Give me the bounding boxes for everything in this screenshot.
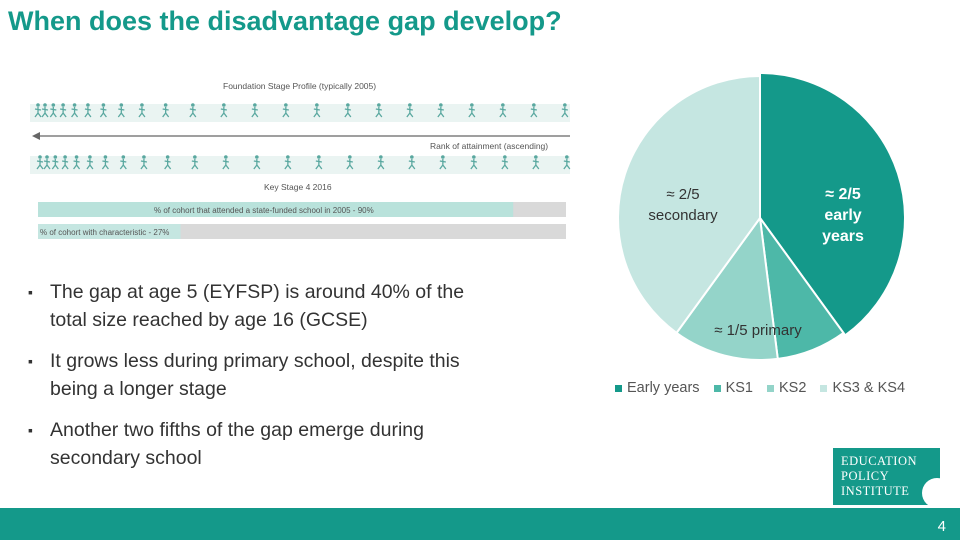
pie-legend: Early years KS1 KS2 KS3 & KS4 <box>615 380 915 396</box>
gap-pie-chart <box>617 71 906 361</box>
bar1-label: % of cohort that attended a state-funded… <box>154 206 374 215</box>
legend-swatch <box>767 384 775 392</box>
attainment-diagram: Foundation Stage Profile (typically 2005… <box>30 81 571 239</box>
person-icon <box>41 103 49 118</box>
footer-bar: 4 <box>0 508 960 540</box>
bullet-text: The gap at age 5 (EYFSP) is around 40% o… <box>50 281 465 331</box>
legend-label: Early years <box>627 380 700 396</box>
person-icon <box>530 103 538 118</box>
person-icon <box>346 155 354 170</box>
person-icon <box>561 103 569 118</box>
ks4-label: Key Stage 4 2016 <box>264 182 332 192</box>
figures-row-top <box>30 104 570 122</box>
person-icon <box>437 103 445 118</box>
pie-label-secondary: ≈ 2/5 secondary <box>648 186 718 224</box>
legend-item-early-years: Early years <box>615 380 700 396</box>
bullet-item: ▪ Another two fifths of the gap emerge du… <box>28 416 488 472</box>
person-icon <box>36 155 44 170</box>
person-icon <box>439 155 447 170</box>
person-icon <box>406 103 414 118</box>
legend-item-ks3-ks4: KS3 & KS4 <box>820 380 905 396</box>
pie-slice-ks2 <box>675 215 779 361</box>
legend-swatch <box>615 384 622 392</box>
person-icon <box>315 155 323 170</box>
bar2-label: % of cohort with characteristic - 27% <box>40 228 169 237</box>
person-icon <box>408 155 416 170</box>
person-icon <box>251 103 259 118</box>
person-icon <box>284 155 292 170</box>
person-icon <box>563 155 571 170</box>
figures-group-bottom <box>36 155 571 170</box>
person-icon <box>499 103 507 118</box>
person-icon <box>377 155 385 170</box>
bar2-fill <box>38 224 181 239</box>
person-icon <box>117 103 125 118</box>
person-icon <box>140 155 148 170</box>
pie-slice-ks3-ks4 <box>617 74 761 335</box>
person-icon <box>99 103 107 118</box>
person-icon <box>282 103 290 118</box>
person-icon <box>71 103 79 118</box>
person-icon <box>220 103 228 118</box>
logo-circle-icon <box>922 478 952 508</box>
bullet-text: It grows less during primary school, des… <box>50 350 460 400</box>
pie-label-primary: ≈ 1/5 primary <box>714 322 802 339</box>
person-icon <box>468 103 476 118</box>
person-icon <box>164 155 172 170</box>
logo-text: EDUCATION POLICY INSTITUTE <box>841 454 918 498</box>
rank-label: Rank of attainment (ascending) <box>430 141 548 151</box>
person-icon <box>532 155 540 170</box>
person-icon <box>501 155 509 170</box>
pie-label-early-years: ≈ 2/5 early years <box>822 186 864 245</box>
person-icon <box>375 103 383 118</box>
bullet-text: Another two fifths of the gap emerge dur… <box>50 419 424 469</box>
fsp-label: Foundation Stage Profile (typically 2005… <box>223 81 376 91</box>
epi-logo: EDUCATION POLICY INSTITUTE <box>833 448 952 508</box>
legend-item-ks2: KS2 <box>767 380 806 396</box>
person-icon <box>470 155 478 170</box>
bullet-marker-icon: ▪ <box>28 284 33 300</box>
person-icon <box>49 103 57 118</box>
legend-label: KS3 & KS4 <box>832 380 906 396</box>
legend-swatch <box>713 384 721 392</box>
person-icon <box>313 103 321 118</box>
person-icon <box>73 155 81 170</box>
person-icon <box>61 155 69 170</box>
slide-title: When does the disadvantage gap develop? <box>8 6 562 36</box>
legend-item-ks1: KS1 <box>713 380 753 396</box>
person-icon <box>162 103 170 118</box>
person-icon <box>189 103 197 118</box>
person-icon <box>138 103 146 118</box>
bullet-marker-icon: ▪ <box>28 353 33 369</box>
pie-slice-early-years <box>759 71 906 337</box>
person-icon <box>59 103 67 118</box>
person-icon <box>34 103 42 118</box>
person-icon <box>119 155 127 170</box>
bullet-item: ▪ It grows less during primary school, de… <box>28 347 488 403</box>
bullet-item: ▪ The gap at age 5 (EYFSP) is around 40% … <box>28 278 488 334</box>
person-icon <box>222 155 230 170</box>
legend-label: KS1 <box>725 380 753 396</box>
legend-label: KS2 <box>779 380 807 396</box>
legend-swatch <box>820 384 828 392</box>
figures-group-top <box>34 103 569 118</box>
person-icon <box>101 155 109 170</box>
person-icon <box>43 155 51 170</box>
person-icon <box>84 103 92 118</box>
person-icon <box>191 155 199 170</box>
person-icon <box>344 103 352 118</box>
person-icon <box>86 155 94 170</box>
person-icon <box>51 155 59 170</box>
person-icon <box>253 155 261 170</box>
bullet-list: ▪ The gap at age 5 (EYFSP) is around 40% … <box>28 278 488 485</box>
page-number: 4 <box>937 518 946 535</box>
bullet-marker-icon: ▪ <box>28 422 33 438</box>
figures-row-bottom <box>30 156 570 174</box>
bar1-fill <box>38 202 514 217</box>
rank-arrow-head <box>32 132 40 140</box>
